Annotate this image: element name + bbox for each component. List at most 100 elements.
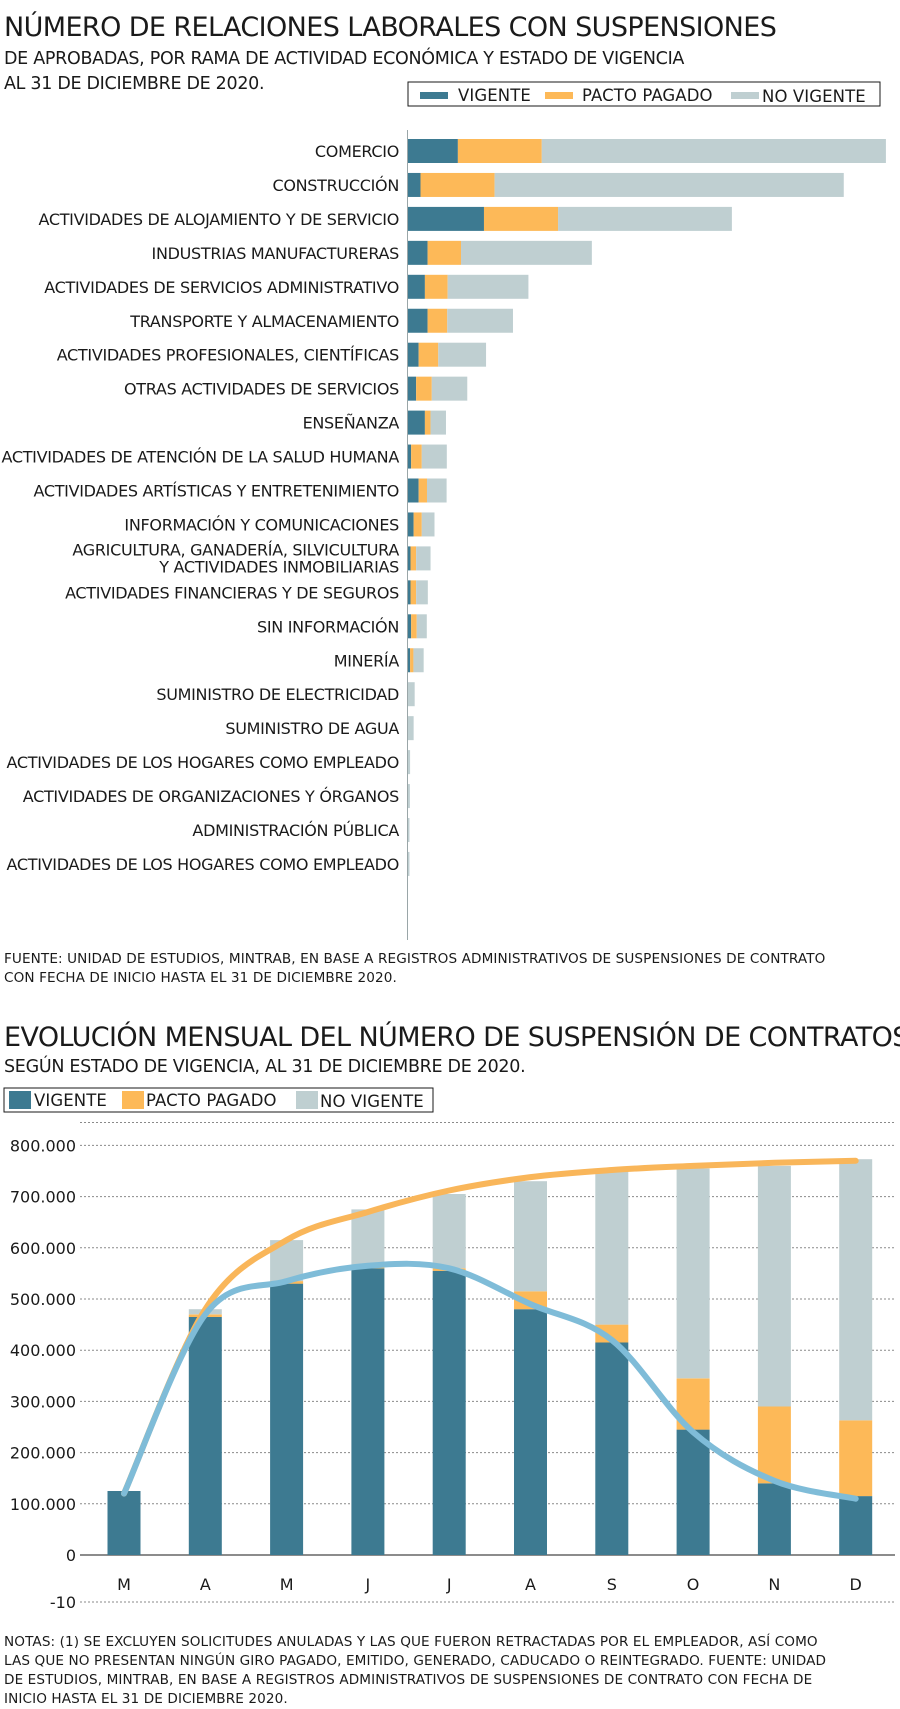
chart2-notes-line4: INICIO HASTA EL 31 DE DICIEMBRE 2020. xyxy=(4,1691,288,1707)
category-label: ACTIVIDADES DE ALOJAMIENTO Y DE SERVICIO xyxy=(38,210,399,229)
chart1-category-labels: COMERCIO CONSTRUCCIÓN ACTIVIDADES DE ALOJA… xyxy=(1,142,399,874)
category-label: MINERÍA xyxy=(334,651,400,670)
bar-segment-vigente xyxy=(408,478,419,503)
y-tick-label: 400.000 xyxy=(10,1341,76,1360)
bar-segment-vigente xyxy=(408,444,412,469)
bar-segment-pacto-pagado xyxy=(457,139,542,163)
legend-swatch-vigente xyxy=(420,92,448,99)
legend-label-vigente: VIGENTE xyxy=(458,86,531,105)
bar-segment-no-vigente xyxy=(408,682,415,707)
bar-segment-vigente xyxy=(408,614,412,639)
y-tick-label: -10 xyxy=(50,1593,76,1612)
bar-segment-no-vigente xyxy=(558,206,732,231)
column-segment-vigente xyxy=(432,1270,466,1555)
y-tick-label: 500.000 xyxy=(10,1290,76,1309)
x-tick-label: M xyxy=(280,1575,294,1594)
legend2-swatch-pacto-pagado xyxy=(122,1091,144,1109)
bar-segment-vigente xyxy=(408,410,425,435)
chart2-legend-box xyxy=(3,1087,434,1113)
category-label: TRANSPORTE Y ALMACENAMIENTO xyxy=(129,312,399,331)
legend2-label-no-vigente: NO VIGENTE xyxy=(320,1092,424,1111)
legend2-swatch-vigente xyxy=(9,1091,31,1109)
column-segment-vigente xyxy=(676,1429,710,1555)
category-label: ACTIVIDADES DE LOS HOGARES COMO EMPLEADO xyxy=(7,855,399,874)
x-tick-label: S xyxy=(607,1575,617,1594)
chart1-subtitle-line2: AL 31 DE DICIEMBRE DE 2020. xyxy=(4,74,264,94)
column-segment-pacto-pagado xyxy=(839,1420,873,1497)
x-tick-label: J xyxy=(365,1575,371,1594)
category-label: ENSEÑANZA xyxy=(303,414,400,433)
x-tick-label: A xyxy=(525,1575,536,1594)
bar-segment-no-vigente xyxy=(430,410,446,435)
chart1-source-line2: CON FECHA DE INICIO HASTA EL 31 DE DICIE… xyxy=(4,970,397,986)
category-label: CONSTRUCCIÓN xyxy=(272,176,399,195)
column-segment-vigente xyxy=(188,1316,222,1555)
bar-segment-vigente xyxy=(408,376,417,401)
chart2-y-ticks: 800.000 700.000 600.000 500.000 400.000 300.0… xyxy=(10,1136,76,1612)
bar-segment-vigente xyxy=(408,139,458,163)
x-tick-label: N xyxy=(768,1575,780,1594)
bar-segment-pacto-pagado xyxy=(416,376,432,401)
chart2-notes-line1: NOTAS: (1) SE EXCLUYEN SOLICITUDES ANULA… xyxy=(4,1632,818,1650)
bar-segment-pacto-pagado xyxy=(420,172,495,197)
bar-segment-no-vigente xyxy=(408,716,414,741)
bar-segment-vigente xyxy=(408,308,428,333)
bar-segment-no-vigente xyxy=(416,546,431,571)
category-label: ACTIVIDADES FINANCIERAS Y DE SEGUROS xyxy=(65,583,399,602)
bar-segment-no-vigente xyxy=(421,512,435,537)
bar-segment-no-vigente xyxy=(416,580,428,605)
column-segment-vigente xyxy=(107,1491,141,1555)
chart2-subtitle: SEGÚN ESTADO DE VIGENCIA, AL 31 DE DICIE… xyxy=(4,1055,525,1077)
y-tick-label: 200.000 xyxy=(10,1444,76,1463)
bar-segment-pacto-pagado xyxy=(427,240,462,265)
y-tick-label: 800.000 xyxy=(10,1136,76,1155)
bar-segment-no-vigente xyxy=(541,139,886,163)
category-label: ACTIVIDADES DE ATENCIÓN DE LA SALUD HUMA… xyxy=(1,448,399,467)
category-label: AGRICULTURA, GANADERÍA, SILVICULTURA xyxy=(72,540,399,559)
bar-segment-no-vigente xyxy=(461,240,592,265)
column-segment-vigente xyxy=(757,1483,791,1555)
column-segment-no-vigente xyxy=(432,1194,466,1269)
category-label: OTRAS ACTIVIDADES DE SERVICIOS xyxy=(124,380,399,399)
bar-segment-vigente xyxy=(408,512,414,537)
bar-segment-pacto-pagado xyxy=(411,614,417,639)
bar-segment-pacto-pagado xyxy=(424,274,448,299)
bar-segment-vigente xyxy=(408,172,421,197)
bar-segment-no-vigente xyxy=(408,818,410,842)
chart1-subtitle-line1: DE APROBADAS, POR RAMA DE ACTIVIDAD ECON… xyxy=(4,47,684,69)
bar-segment-pacto-pagado xyxy=(427,308,448,333)
bar-segment-no-vigente xyxy=(408,851,410,876)
category-label: SUMINISTRO DE ELECTRICIDAD xyxy=(156,685,399,704)
category-label: ACTIVIDADES DE SERVICIOS ADMINISTRATIVO xyxy=(44,278,399,297)
column-segment-no-vigente xyxy=(351,1209,385,1266)
legend-label-pacto-pagado: PACTO PAGADO xyxy=(582,86,713,105)
chart1-bars xyxy=(408,139,886,876)
bar-segment-no-vigente xyxy=(447,274,529,299)
bar-segment-pacto-pagado xyxy=(411,444,422,469)
bar-segment-vigente xyxy=(408,546,411,571)
bar-segment-no-vigente xyxy=(421,444,447,469)
x-tick-label: O xyxy=(687,1575,700,1594)
bar-segment-no-vigente xyxy=(438,342,487,367)
bar-segment-vigente xyxy=(408,342,419,367)
bar-segment-pacto-pagado xyxy=(418,342,439,367)
chart1-title: NÚMERO DE RELACIONES LABORALES CON SUSPE… xyxy=(4,11,776,43)
line-vigente xyxy=(121,1260,859,1502)
bar-segment-no-vigente xyxy=(416,614,427,639)
column-segment-no-vigente xyxy=(839,1159,873,1421)
bar-segment-pacto-pagado xyxy=(413,512,422,537)
column-segment-vigente xyxy=(839,1496,873,1555)
bar-segment-pacto-pagado xyxy=(483,206,559,231)
column-segment-no-vigente xyxy=(514,1181,547,1292)
bar-segment-no-vigente xyxy=(494,172,844,197)
bar-segment-vigente xyxy=(408,240,428,265)
bar-segment-vigente xyxy=(408,206,484,231)
legend-label-no-vigente: NO VIGENTE xyxy=(762,87,866,106)
bar-segment-vigente xyxy=(408,648,411,673)
bar-segment-no-vigente xyxy=(408,784,410,809)
legend2-label-vigente: VIGENTE xyxy=(34,1091,107,1110)
bar-segment-no-vigente xyxy=(447,308,513,333)
bar-segment-vigente xyxy=(408,274,425,299)
chart1-legend: VIGENTE PACTO PAGADO NO VIGENTE xyxy=(407,81,881,107)
